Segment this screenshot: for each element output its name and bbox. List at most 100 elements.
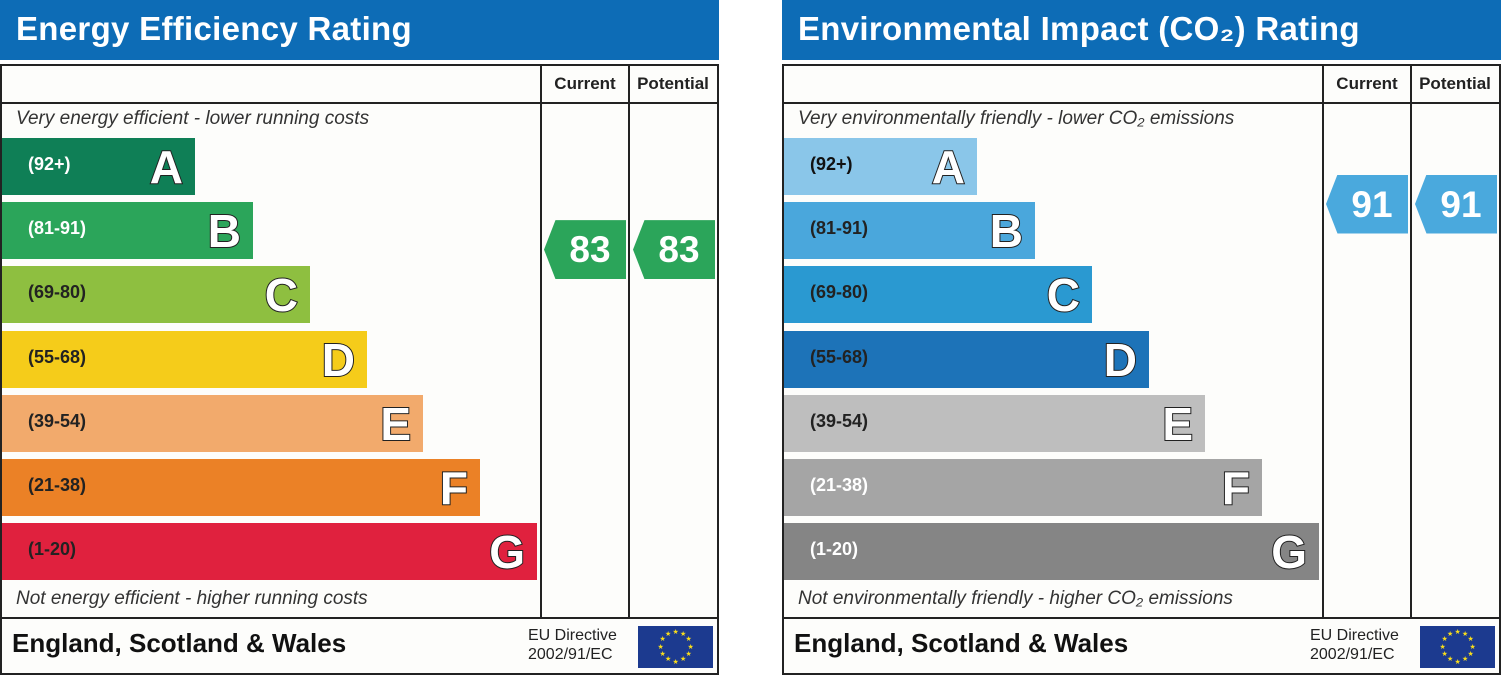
current-column-divider — [1322, 66, 1324, 617]
flag-star-icon: ★ — [1447, 656, 1454, 664]
rating-bar-c: (69-80) C — [784, 266, 1092, 323]
flag-star-icon: ★ — [1462, 656, 1469, 664]
band-letter: C — [1046, 268, 1081, 322]
eu-directive-text: EU Directive 2002/91/EC — [1310, 626, 1399, 664]
band-range: (81-91) — [810, 218, 869, 238]
rating-bar-f: (21-38) F — [2, 459, 480, 516]
header-divider — [784, 102, 1499, 104]
rating-bar-d: (55-68) D — [2, 331, 367, 388]
band-letter: G — [1270, 525, 1308, 579]
flag-star-icon: ★ — [672, 628, 679, 636]
band-range: (69-80) — [28, 282, 87, 302]
top-description: Very energy efficient - lower running co… — [16, 108, 370, 129]
eu-directive-text: EU Directive 2002/91/EC — [528, 626, 617, 664]
potential-column-header: Potential — [637, 74, 709, 93]
region-label: England, Scotland & Wales — [794, 628, 1129, 658]
band-range: (1-20) — [28, 539, 77, 559]
flag-star-icon: ★ — [687, 643, 694, 651]
band-letter: B — [989, 204, 1024, 258]
rating-table: Current Potential Very environmentally fri… — [782, 64, 1501, 675]
bottom-description: Not environmentally friendly - higher CO… — [798, 588, 1233, 609]
band-letter: C — [264, 268, 299, 322]
flag-star-icon: ★ — [1469, 643, 1476, 651]
rating-bar-d: (55-68) D — [784, 331, 1149, 388]
band-range: (69-80) — [810, 282, 869, 302]
flag-star-icon: ★ — [1462, 630, 1469, 638]
rating-bar-b: (81-91) B — [784, 202, 1035, 259]
footer-divider — [2, 617, 717, 619]
band-letter: E — [1161, 397, 1194, 451]
flag-star-icon: ★ — [659, 636, 666, 643]
band-range: (55-68) — [810, 347, 869, 367]
flag-star-icon: ★ — [657, 643, 664, 651]
band-range: (21-38) — [810, 475, 869, 495]
flag-star-icon: ★ — [659, 651, 666, 658]
header-divider — [2, 102, 717, 104]
band-range: (21-38) — [28, 475, 87, 495]
band-range: (39-54) — [810, 411, 869, 431]
flag-star-icon: ★ — [1441, 651, 1448, 658]
band-range: (1-20) — [810, 539, 859, 559]
band-letter: F — [439, 461, 469, 515]
top-description: Very environmentally friendly - lower CO… — [798, 108, 1235, 129]
current-column-divider — [540, 66, 542, 617]
eu-directive-line2: 2002/91/EC — [1310, 646, 1395, 663]
rating-bar-a: (92+) A — [784, 138, 977, 195]
chart-title: Energy Efficiency Rating — [0, 0, 719, 60]
flag-star-icon: ★ — [665, 630, 672, 638]
flag-star-icon: ★ — [1467, 636, 1474, 643]
current-column-header: Current — [1336, 74, 1398, 93]
footer-divider — [784, 617, 1499, 619]
rating-bar-a: (92+) A — [2, 138, 195, 195]
eu-directive-line1: EU Directive — [528, 627, 617, 644]
band-letter: A — [149, 140, 184, 194]
band-letter: D — [1103, 333, 1138, 387]
band-range: (39-54) — [28, 411, 87, 431]
potential-column-header: Potential — [1419, 74, 1491, 93]
eu-directive-line2: 2002/91/EC — [528, 646, 613, 663]
environmental-impact-panel: Environmental Impact (CO₂) Rating Current… — [782, 0, 1501, 675]
band-letter: D — [321, 333, 356, 387]
flag-star-icon: ★ — [685, 636, 692, 643]
flag-star-icon: ★ — [1454, 628, 1461, 636]
rating-bar-g: (1-20) G — [2, 523, 537, 580]
potential-column-divider — [1410, 66, 1412, 617]
flag-star-icon: ★ — [680, 630, 687, 638]
band-letter: F — [1221, 461, 1251, 515]
rating-bar-c: (69-80) C — [2, 266, 310, 323]
band-letter: G — [488, 525, 526, 579]
rating-bar-e: (39-54) E — [784, 395, 1205, 452]
eu-flag-icon: ★ ★ ★ ★ ★ ★ ★ ★ ★ ★ ★ ★ — [638, 626, 713, 668]
flag-star-icon: ★ — [665, 656, 672, 664]
current-rating-arrow: 83 — [544, 220, 626, 280]
rating-bar-g: (1-20) G — [784, 523, 1319, 580]
eu-directive-line1: EU Directive — [1310, 627, 1399, 644]
band-letter: A — [931, 140, 966, 194]
potential-rating-arrow: 91 — [1415, 174, 1497, 234]
rating-bar-b: (81-91) B — [2, 202, 253, 259]
rating-bar-e: (39-54) E — [2, 395, 423, 452]
band-range: (92+) — [810, 154, 853, 174]
flag-star-icon: ★ — [1447, 630, 1454, 638]
region-label: England, Scotland & Wales — [12, 628, 347, 658]
rating-table: Current Potential Very energy efficient - … — [0, 64, 719, 675]
flag-star-icon: ★ — [685, 651, 692, 658]
chart-title: Environmental Impact (CO₂) Rating — [782, 0, 1501, 60]
band-letter: E — [379, 397, 412, 451]
band-range: (55-68) — [28, 347, 87, 367]
current-column-header: Current — [554, 74, 616, 93]
flag-star-icon: ★ — [1467, 651, 1474, 658]
bottom-description: Not energy efficient - higher running co… — [16, 588, 368, 609]
flag-star-icon: ★ — [1439, 643, 1446, 651]
flag-star-icon: ★ — [1454, 658, 1461, 666]
band-letter: B — [207, 204, 242, 258]
flag-star-icon: ★ — [672, 658, 679, 666]
band-range: (81-91) — [28, 218, 87, 238]
flag-star-icon: ★ — [1441, 636, 1448, 643]
eu-flag-icon: ★ ★ ★ ★ ★ ★ ★ ★ ★ ★ ★ ★ — [1420, 626, 1495, 668]
energy-efficiency-panel: Energy Efficiency Rating Current Potential… — [0, 0, 719, 675]
band-range: (92+) — [28, 154, 71, 174]
rating-bar-f: (21-38) F — [784, 459, 1262, 516]
flag-star-icon: ★ — [680, 656, 687, 664]
potential-rating-arrow: 83 — [633, 220, 715, 280]
